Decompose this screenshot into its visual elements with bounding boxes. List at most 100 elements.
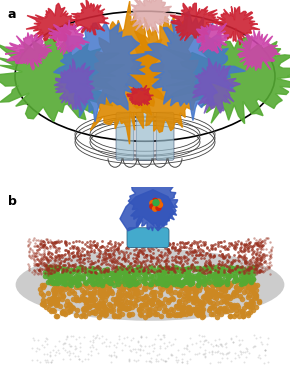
Point bbox=[55, 239, 59, 245]
Point bbox=[172, 267, 177, 273]
Point bbox=[215, 292, 220, 298]
Point bbox=[98, 310, 103, 316]
Point bbox=[52, 269, 57, 275]
Point bbox=[159, 274, 163, 280]
Point bbox=[177, 246, 182, 252]
Point bbox=[178, 289, 183, 295]
Point bbox=[165, 267, 169, 273]
Point bbox=[246, 236, 250, 242]
Point bbox=[39, 254, 44, 260]
Point bbox=[149, 245, 153, 251]
Point bbox=[220, 286, 224, 292]
Point bbox=[156, 256, 160, 261]
Point bbox=[60, 279, 64, 285]
Point bbox=[149, 297, 154, 303]
Point bbox=[117, 275, 122, 280]
Point bbox=[256, 242, 260, 248]
Point bbox=[92, 301, 97, 307]
Point bbox=[90, 272, 95, 278]
Point bbox=[65, 350, 70, 355]
Point bbox=[139, 261, 143, 267]
Point bbox=[256, 352, 261, 358]
Point bbox=[34, 250, 39, 256]
Point bbox=[257, 298, 261, 304]
Point bbox=[27, 265, 32, 271]
Point bbox=[32, 260, 36, 266]
Point bbox=[226, 283, 231, 289]
Point bbox=[74, 268, 79, 274]
Point bbox=[80, 245, 85, 251]
Point bbox=[261, 242, 265, 248]
Point bbox=[264, 252, 269, 258]
Point bbox=[200, 269, 204, 275]
Point bbox=[27, 252, 31, 258]
Point bbox=[103, 297, 108, 303]
Point bbox=[101, 251, 105, 257]
Point bbox=[133, 285, 137, 291]
Point bbox=[65, 285, 70, 291]
Polygon shape bbox=[5, 32, 51, 70]
Point bbox=[114, 300, 118, 306]
Point bbox=[178, 243, 182, 249]
Point bbox=[174, 260, 179, 266]
Point bbox=[198, 255, 203, 261]
Point bbox=[207, 257, 211, 263]
Point bbox=[31, 243, 36, 249]
Point bbox=[140, 302, 144, 308]
Point bbox=[55, 270, 59, 276]
Point bbox=[220, 279, 225, 285]
Point bbox=[122, 255, 126, 261]
Point bbox=[63, 238, 67, 244]
Point bbox=[129, 294, 133, 300]
Point bbox=[56, 263, 61, 269]
Point bbox=[144, 301, 149, 307]
Point bbox=[103, 247, 107, 253]
Point bbox=[255, 254, 259, 260]
Point bbox=[139, 333, 143, 339]
Point bbox=[156, 299, 161, 305]
Point bbox=[130, 335, 135, 341]
Point bbox=[79, 264, 83, 270]
Point bbox=[77, 258, 82, 264]
Point bbox=[194, 249, 199, 255]
Point bbox=[84, 299, 88, 305]
Point bbox=[53, 300, 58, 306]
Point bbox=[196, 311, 200, 317]
Point bbox=[204, 285, 208, 291]
Point bbox=[245, 288, 250, 294]
Point bbox=[136, 357, 140, 363]
Point bbox=[148, 258, 153, 264]
Point bbox=[247, 303, 252, 309]
Point bbox=[102, 308, 106, 314]
Point bbox=[262, 239, 266, 245]
Point bbox=[83, 279, 87, 285]
Point bbox=[138, 346, 143, 352]
Point bbox=[262, 269, 266, 275]
Point bbox=[68, 267, 72, 273]
Point bbox=[245, 278, 250, 284]
Point bbox=[80, 265, 84, 271]
Point bbox=[73, 253, 78, 259]
Point bbox=[192, 238, 196, 244]
Point bbox=[243, 349, 247, 355]
Point bbox=[198, 272, 202, 278]
Point bbox=[73, 263, 77, 269]
Point bbox=[87, 283, 92, 289]
Point bbox=[63, 256, 67, 262]
Point bbox=[186, 292, 190, 298]
Point bbox=[92, 242, 97, 248]
Point bbox=[113, 353, 118, 359]
Point bbox=[211, 294, 216, 300]
Point bbox=[158, 264, 163, 270]
Point bbox=[164, 266, 168, 272]
Point bbox=[251, 307, 255, 313]
Point bbox=[251, 264, 255, 270]
Point bbox=[173, 277, 177, 283]
Point bbox=[50, 278, 54, 284]
Point bbox=[215, 239, 220, 245]
Point bbox=[48, 262, 53, 268]
Point bbox=[186, 295, 191, 301]
Point bbox=[28, 239, 32, 245]
Point bbox=[102, 244, 106, 250]
Point bbox=[197, 267, 202, 273]
